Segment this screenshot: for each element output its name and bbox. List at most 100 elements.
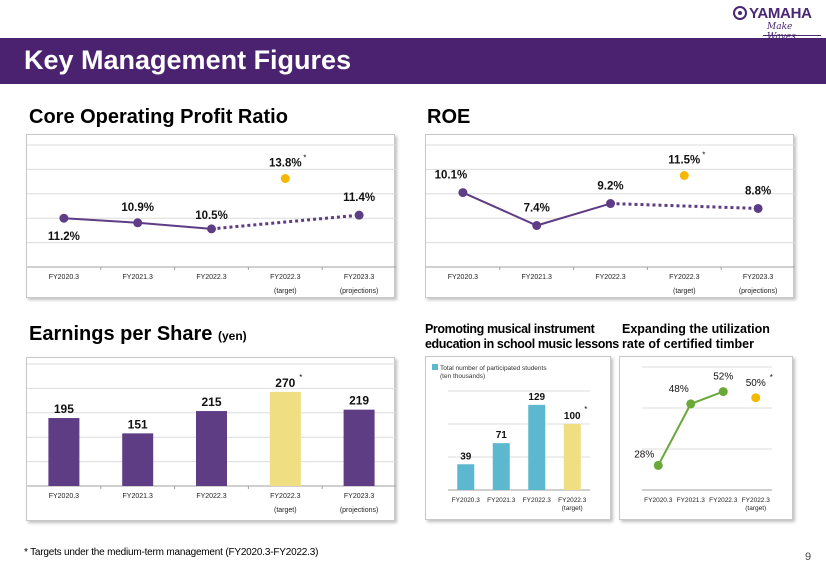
eps-title-text: Earnings per Share [29,323,213,345]
eps-unit: (yen) [217,329,247,343]
tick-label: FY2022.3 [196,274,226,281]
title-banner: Key Management Figures [0,38,826,84]
cop-title: Core Operating Profit Ratio [29,106,288,128]
data-label: 39 [460,451,472,462]
edu-title: Promoting musical instrument education in… [425,322,619,352]
tick-label: FY2020.3 [644,497,673,504]
legend-swatch [432,364,438,370]
data-label: 215 [201,395,221,409]
target-point [679,171,689,180]
footnote: * Targets under the medium-term manageme… [24,547,319,558]
eps-chart: FY2020.3 FY2021.3 FY2022.3 FY2022.3 (target)… [27,363,396,514]
tick-label: FY2021.3 [487,497,516,504]
footnote-marker: * [770,373,773,382]
data-label: 151 [128,417,148,431]
timber-title: Expanding the utilization rate of certifi… [622,322,770,352]
logo-tagline: Make Waves [767,22,796,42]
data-label: 50% [746,378,766,389]
data-label: 11.5% [668,155,700,167]
data-label: 13.8% [269,158,302,170]
tick-label: FY2020.3 [49,274,79,281]
tick-label: FY2023.3 [344,493,374,500]
projection-line [211,213,360,231]
tick-sublabel: (target) [673,288,696,295]
tick-label: FY2023.3 [743,274,773,281]
data-label: 129 [528,392,545,403]
data-label: 10.1% [435,170,468,182]
data-point [59,213,69,223]
tick-label: FY2022.3 [523,497,552,504]
cop-chart-panel: FY2020.3 FY2021.3 FY2022.3 FY2022.3 (target)… [26,134,396,298]
footnote-marker: * [299,373,302,382]
bar [196,411,227,486]
data-label: 71 [496,430,508,441]
page-number: 9 [805,551,812,563]
data-point [532,221,542,231]
bar [528,404,546,490]
tuning-fork-emblem-icon [733,6,747,20]
data-label: 219 [349,394,369,408]
bar [269,391,301,486]
timber-title-line1: Expanding the utilization [622,322,770,336]
bar [48,418,80,486]
roe-chart: FY2020.3 FY2021.3 FY2022.3 FY2022.3 (target)… [426,144,795,295]
footnote-marker: * [702,151,705,160]
data-label: 10.5% [195,210,228,222]
tick-label: FY2020.3 [452,497,481,504]
tick-sublabel: (target) [274,507,297,514]
tick-label: FY2020.3 [448,274,478,281]
tick-label: FY2023.3 [344,274,374,281]
edu-title-line1: Promoting musical instrument [425,322,595,336]
data-label: 11.2% [48,231,80,243]
data-label: 100 [564,411,581,422]
tick-label: FY2022.3 [669,274,699,281]
data-label: 52% [713,372,733,383]
timber-chart-panel: FY2020.3 FY2021.3 FY2022.3 FY2022.3 (target)… [619,356,793,520]
timber-chart: FY2020.3 FY2021.3 FY2022.3 FY2022.3(target)… [634,366,773,512]
data-point [458,188,468,198]
roe-chart-panel: FY2020.3 FY2021.3 FY2022.3 FY2022.3 (target)… [425,134,795,298]
tick-label: FY2022.3 [595,274,625,281]
timber-title-line2: rate of certified timber [622,337,754,351]
tick-sublabel: (projections) [340,507,379,514]
tick-sublabel: (projections) [739,288,778,295]
data-label: 10.9% [121,202,154,214]
data-point [753,203,763,213]
data-point [354,210,364,220]
edu-title-line2: education in school music lessons [425,337,619,351]
yamaha-logo: YAMAHA Make Waves [733,5,823,42]
data-label: 28% [634,449,654,460]
bar [457,464,475,490]
tick-label: FY2022.3 [558,497,587,504]
tick-label: FY2020.3 [49,493,79,500]
data-point [133,218,143,228]
target-point [751,393,761,403]
tick-sublabel: (projections) [340,288,379,295]
tick-sublabel: (target) [274,288,297,295]
logo-text: YAMAHA [749,5,812,22]
eps-chart-panel: FY2020.3 FY2021.3 FY2022.3 FY2022.3 (target)… [26,357,396,521]
tick-label: FY2022.3 [270,493,300,500]
roe-title: ROE [427,106,471,128]
footnote-marker: * [303,154,306,163]
data-point [653,460,663,470]
projection-line [610,202,759,210]
data-label: 195 [54,402,74,416]
tick-label: FY2021.3 [123,274,153,281]
legend-sublabel: (ten thousands) [440,373,485,380]
data-label: 8.8% [745,185,771,197]
tick-label: FY2022.3 [196,493,226,500]
page-title: Key Management Figures [24,45,352,75]
tick-sublabel: (target) [745,505,766,512]
data-label: 48% [669,384,689,395]
edu-chart-panel: FY2020.3 FY2021.3 FY2022.3 FY2022.3 (target)… [425,356,611,520]
bar [492,443,510,490]
legend-label: Total number of participated students [440,365,547,372]
tick-label: FY2021.3 [123,493,153,500]
data-label: 9.2% [597,181,623,193]
tick-label: FY2021.3 [522,274,552,281]
data-label: 11.4% [343,192,375,204]
tick-sublabel: (target) [562,505,583,512]
logo-underline [763,35,821,36]
edu-chart: FY2020.3 FY2021.3 FY2022.3 FY2022.3(target)… [432,364,590,512]
